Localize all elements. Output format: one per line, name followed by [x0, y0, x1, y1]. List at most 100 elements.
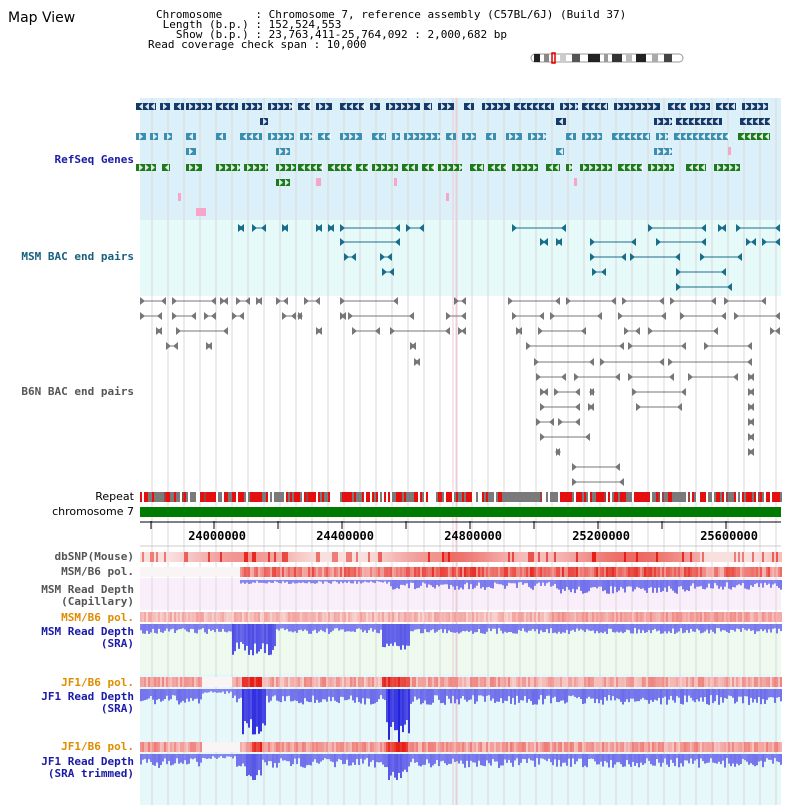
repeat-segment	[164, 492, 166, 502]
refseq-gene-mid-strand-arrow	[597, 133, 601, 140]
refseq-gene-mid-2-strand-arrow	[189, 148, 193, 155]
msm-b6-pol-2-heat	[418, 612, 420, 622]
jf1-trimmed-depth	[492, 754, 494, 760]
msm-b6-pol-2-heat	[620, 612, 622, 622]
jf1-sra-depth	[370, 689, 372, 705]
jf1-trimmed-depth	[260, 754, 262, 776]
jf1-b6-pol-heat	[682, 677, 684, 687]
dbsnp-heat	[216, 552, 218, 562]
dbsnp-heat	[606, 552, 608, 562]
jf1-trimmed-depth	[328, 754, 330, 760]
jf1-b6-pol-2-heat	[322, 742, 324, 752]
msm-sra-depth	[182, 624, 184, 629]
jf1-trimmed-depth	[338, 754, 340, 760]
repeat-segment	[344, 492, 346, 502]
refseq-gene-dark-strand-arrow	[201, 103, 205, 110]
jf1-sra-depth	[170, 689, 172, 700]
msm-b6-pol-2-heat	[224, 612, 226, 622]
label-jf1-read-depth-sra[interactable]: JF1 Read Depth (SRA)	[41, 691, 134, 715]
jf1-b6-pol-2-heat	[346, 742, 348, 752]
jf1-b6-pol-heat	[680, 677, 682, 687]
msm-capillary-depth	[378, 580, 380, 582]
msm-b6-pol-heat	[344, 567, 346, 577]
b6n-bac-end-pair-end	[749, 448, 754, 456]
label-jf1-b6-pol-2[interactable]: JF1/B6 pol.	[61, 740, 134, 753]
jf1-b6-pol-heat	[760, 677, 762, 687]
chromosome-ideogram[interactable]	[530, 52, 685, 64]
msm-b6-pol-2-heat	[626, 612, 628, 622]
b6n-bac-end-pair-end	[317, 327, 322, 335]
label-refseq-genes[interactable]: RefSeq Genes	[54, 153, 134, 166]
msm-b6-pol-2-heat	[352, 612, 354, 622]
jf1-b6-pol-2-heat	[554, 742, 556, 752]
jf1-trimmed-depth	[374, 754, 376, 768]
jf1-b6-pol-2-heat	[366, 742, 368, 752]
b6n-bac-end-pair-end	[566, 297, 571, 305]
msm-sra-depth	[716, 624, 718, 629]
refseq-gene-green-strand-arrow	[219, 164, 223, 171]
jf1-sra-depth	[336, 689, 338, 702]
label-jf1-read-depth-trimmed[interactable]: JF1 Read Depth (SRA trimmed)	[41, 756, 134, 780]
b6n-bac-end-pair-end	[632, 388, 637, 396]
msm-b6-pol-2-heat	[398, 612, 400, 622]
dbsnp-heat	[196, 552, 198, 562]
jf1-trimmed-depth	[216, 754, 218, 759]
msm-b6-pol-heat	[616, 567, 618, 577]
jf1-b6-pol-2-heat	[738, 742, 740, 752]
msm-sra-depth	[262, 624, 264, 644]
jf1-b6-pol-heat	[528, 677, 530, 687]
msm-b6-pol-2-heat	[532, 612, 534, 622]
msm-b6-pol-heat	[712, 567, 714, 577]
jf1-sra-depth	[282, 689, 284, 697]
label-jf1-b6-pol-1[interactable]: JF1/B6 pol.	[61, 676, 134, 689]
jf1-trimmed-depth	[708, 754, 710, 763]
jf1-b6-pol-2-heat	[438, 742, 440, 752]
label-msm-b6-pol-2[interactable]: MSM/B6 pol.	[61, 611, 134, 624]
msm-b6-pol-2-heat	[196, 612, 198, 622]
jf1-sra-depth	[722, 689, 724, 703]
jf1-trimmed-depth	[316, 754, 318, 763]
jf1-b6-pol-2-heat	[514, 742, 516, 752]
jf1-b6-pol-2-heat	[458, 742, 460, 752]
label-msm-read-depth-sra[interactable]: MSM Read Depth (SRA)	[41, 626, 134, 650]
dbsnp-heat	[454, 552, 456, 562]
msm-b6-pol-2-heat	[706, 612, 708, 622]
repeat-segment	[566, 492, 568, 502]
jf1-b6-pol-heat	[628, 677, 630, 687]
b6n-bac-end-pair-end	[257, 297, 262, 305]
jf1-b6-pol-heat	[750, 677, 752, 687]
msm-b6-pol-2-heat	[560, 612, 562, 622]
msm-capillary-depth	[384, 580, 386, 582]
repeat-segment	[766, 492, 768, 502]
msm-capillary-depth	[268, 580, 270, 582]
jf1-b6-pol-2-heat	[498, 742, 500, 752]
msm-b6-pol-2-heat	[280, 612, 282, 622]
msm-b6-pol-heat	[180, 567, 182, 577]
label-msm-read-depth-capillary[interactable]: MSM Read Depth (Capillary)	[41, 584, 134, 608]
dbsnp-heat	[276, 552, 278, 562]
label-dbsnp-mouse[interactable]: dbSNP(Mouse)	[54, 550, 134, 563]
label-repeat: Repeat	[95, 490, 134, 503]
msm-b6-pol-2-heat	[650, 612, 652, 622]
msm-sra-depth	[432, 624, 434, 630]
dbsnp-heat	[226, 552, 228, 562]
jf1-b6-pol-heat	[476, 677, 478, 687]
msm-capillary-depth	[538, 580, 540, 583]
jf1-trimmed-depth	[742, 754, 744, 759]
msm-b6-pol-2-heat	[742, 612, 744, 622]
jf1-sra-depth	[276, 689, 278, 701]
jf1-b6-pol-2-heat	[450, 742, 452, 752]
dbsnp-heat	[304, 552, 306, 562]
msm-capillary-depth	[304, 580, 306, 584]
jf1-b6-pol-heat	[724, 677, 726, 687]
label-msm-bac-end-pairs[interactable]: MSM BAC end pairs	[21, 250, 134, 263]
jf1-sra-depth	[366, 689, 368, 699]
msm-b6-pol-2-heat	[290, 612, 292, 622]
label-b6n-bac-end-pairs[interactable]: B6N BAC end pairs	[21, 385, 134, 398]
label-msm-b6-pol-1[interactable]: MSM/B6 pol.	[61, 565, 134, 578]
repeat-segment	[324, 492, 326, 502]
jf1-b6-pol-heat	[420, 677, 422, 687]
msm-sra-depth	[346, 624, 348, 632]
jf1-trimmed-depth	[200, 754, 202, 763]
